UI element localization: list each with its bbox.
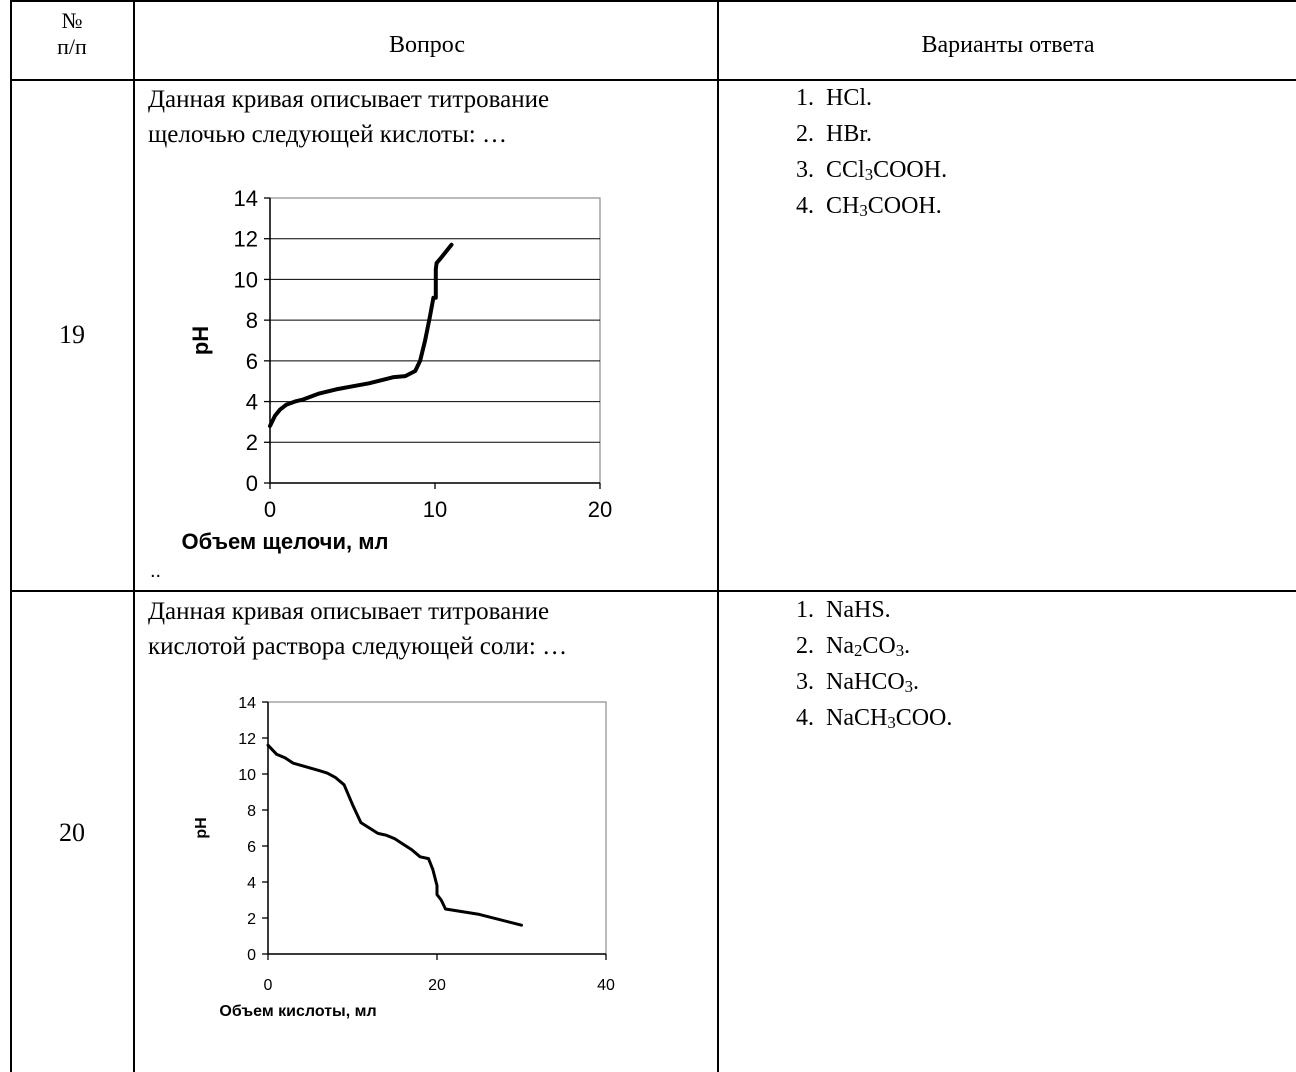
answer-option[interactable]: NaHS. <box>820 592 952 628</box>
y-tick-label: 6 <box>246 349 258 374</box>
row-number-20: 20 <box>59 818 85 847</box>
x-axis-title: Объем щелочи, мл <box>182 529 389 554</box>
table-divider-header <box>10 79 1296 81</box>
header-number-line1: № <box>61 8 83 33</box>
y-tick-label: 0 <box>247 947 256 964</box>
question-19-line2: щелочью следующей кислоты: … <box>148 121 507 148</box>
answer-list-19: HCl. HBr. CCl3COOH. CH3COOH. <box>790 80 947 224</box>
y-tick-label: 8 <box>246 308 258 333</box>
series-line <box>266 743 523 927</box>
row-number-19: 19 <box>59 320 85 349</box>
table-divider-row19 <box>10 590 1296 592</box>
table-border-top <box>10 0 1296 2</box>
x-tick-label: 20 <box>588 497 612 522</box>
y-tick-label: 14 <box>234 186 258 211</box>
answer-option[interactable]: NaCH3COO. <box>820 700 952 736</box>
table-divider-col2 <box>717 0 719 1072</box>
y-tick-label: 10 <box>238 767 256 784</box>
question-20-line1: Данная кривая описывает титрование <box>148 598 550 625</box>
table-border-left <box>10 0 12 1072</box>
answer-list-20: NaHS. Na2CO3. NaHCO3. NaCH3COO. <box>790 592 952 736</box>
answer-option[interactable]: NaHCO3. <box>820 664 952 700</box>
x-axis-title: Объем кислоты, мл <box>219 1003 376 1020</box>
answer-option[interactable]: CH3COOH. <box>820 188 947 224</box>
y-tick-label: 2 <box>246 430 258 455</box>
header-question: Вопрос <box>388 32 466 58</box>
y-tick-label: 6 <box>247 839 256 856</box>
y-tick-label: 4 <box>246 389 258 414</box>
y-tick-label: 4 <box>247 875 256 892</box>
y-tick-label: 8 <box>247 803 256 820</box>
answer-option[interactable]: HBr. <box>820 116 947 152</box>
question-19-line1: Данная кривая описывает титрование <box>148 86 550 113</box>
y-tick-label: 10 <box>234 267 258 292</box>
y-tick-label: 0 <box>246 471 258 496</box>
header-number-line2: п/п <box>57 34 87 59</box>
plot-area <box>267 701 607 955</box>
y-tick-label: 12 <box>238 731 256 748</box>
y-tick-label: 2 <box>247 911 256 928</box>
question-text-19: Данная кривая описывает титрование щелоч… <box>148 82 718 152</box>
answer-option[interactable]: CCl3COOH. <box>820 152 947 188</box>
x-tick-label: 0 <box>264 497 276 522</box>
y-tick-label: 14 <box>238 695 256 712</box>
y-axis-title: pH <box>193 817 210 838</box>
x-tick-label: 0 <box>264 977 273 994</box>
titration-chart-base: 0 2 4 6 8 10 12 14 0 10 20 pH Объем щелочи, мл <box>182 186 613 554</box>
y-axis-title: pH <box>188 326 213 355</box>
table-divider-col1 <box>133 0 135 1072</box>
plot-area <box>269 197 601 484</box>
header-number: № п/п <box>12 8 132 60</box>
question-text-20: Данная кривая описывает титрование кисло… <box>148 594 718 664</box>
y-tick-label: 12 <box>234 227 258 252</box>
series-line <box>268 242 454 428</box>
header-answers: Варианты ответа <box>921 32 1095 58</box>
trailing-dots: .. <box>150 560 162 582</box>
x-tick-label: 10 <box>423 497 447 522</box>
answer-option[interactable]: HCl. <box>820 80 947 116</box>
answer-option[interactable]: Na2CO3. <box>820 628 952 664</box>
x-tick-label: 40 <box>597 977 615 994</box>
question-20-line2: кислотой раствора следующей соли: … <box>148 633 568 660</box>
x-tick-label: 20 <box>428 977 446 994</box>
titration-chart-acid: 0 2 4 6 8 10 12 14 0 20 40 pH Объем кислоты, мл <box>193 695 615 1020</box>
